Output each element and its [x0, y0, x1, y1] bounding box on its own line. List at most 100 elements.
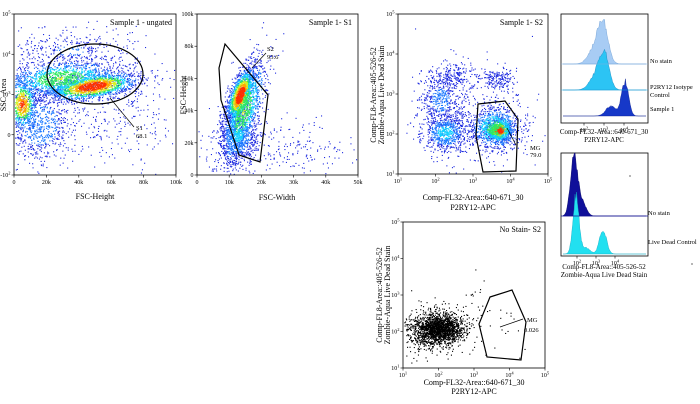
event-dot	[41, 122, 43, 124]
event-dot	[90, 47, 92, 49]
event-dot	[58, 112, 60, 114]
event-dot	[76, 57, 78, 59]
event-dot	[17, 124, 19, 126]
event-dot	[52, 97, 54, 99]
event-dot	[225, 101, 227, 103]
event-dot	[17, 106, 19, 108]
event-dot	[63, 94, 65, 96]
event-dot	[67, 131, 69, 133]
event-dot	[56, 60, 58, 62]
event-dot	[73, 103, 75, 105]
event-dot	[53, 74, 55, 76]
event-dot	[67, 72, 69, 74]
event-dot	[99, 78, 101, 80]
event-dot	[214, 161, 216, 163]
event-dot	[90, 123, 92, 125]
event-dot	[29, 131, 31, 133]
event-dot	[54, 127, 56, 129]
event-dot	[104, 56, 106, 58]
event-dot	[122, 68, 124, 70]
event-dot	[104, 78, 106, 80]
event-dot	[27, 107, 29, 109]
event-dot	[40, 126, 42, 128]
event-dot	[28, 98, 30, 100]
event-dot	[164, 98, 166, 100]
event-dot	[69, 80, 71, 82]
event-dot	[106, 89, 108, 91]
event-dot	[24, 116, 26, 118]
event-dot	[101, 51, 103, 53]
event-dot	[64, 64, 66, 66]
event-dot	[116, 138, 118, 140]
event-dot	[16, 123, 18, 125]
event-dot	[28, 111, 30, 113]
event-dot	[29, 94, 31, 96]
event-dot	[104, 74, 106, 76]
event-dot	[126, 74, 128, 76]
event-dot	[34, 133, 36, 135]
event-dot	[211, 170, 213, 172]
event-dot	[53, 86, 55, 88]
event-dot	[138, 73, 140, 75]
event-dot	[110, 77, 112, 79]
event-dot	[29, 95, 31, 97]
event-dot	[92, 81, 94, 83]
event-dot	[40, 149, 42, 151]
event-dot	[32, 116, 34, 118]
event-dot	[154, 130, 156, 132]
event-dot	[217, 106, 219, 108]
event-dot	[48, 112, 50, 114]
event-dot	[100, 136, 102, 138]
event-dot	[219, 121, 221, 123]
event-dot	[119, 74, 121, 76]
event-dot	[54, 97, 56, 99]
event-dot	[28, 113, 30, 115]
event-dot	[42, 99, 44, 101]
event-dot	[25, 73, 27, 75]
event-dot	[38, 83, 40, 85]
event-dot	[106, 130, 108, 132]
event-dot	[31, 93, 33, 95]
event-dot	[63, 68, 65, 70]
event-dot	[173, 79, 175, 81]
event-dot	[39, 142, 41, 144]
event-dot	[28, 72, 30, 74]
event-dot	[43, 130, 45, 132]
event-dot	[71, 95, 73, 97]
event-dot	[71, 48, 73, 50]
event-dot	[22, 102, 24, 104]
event-dot	[103, 130, 105, 132]
event-dot	[118, 82, 120, 84]
event-dot	[71, 73, 73, 75]
event-dot	[20, 99, 22, 101]
event-dot	[173, 97, 175, 99]
event-dot	[165, 119, 167, 121]
event-dot	[15, 106, 17, 108]
event-dot	[31, 33, 33, 35]
event-dot	[83, 67, 85, 69]
event-dot	[224, 96, 226, 98]
event-dot	[83, 95, 85, 97]
event-dot	[23, 111, 25, 113]
event-dot	[28, 94, 30, 96]
event-dot	[80, 57, 82, 59]
event-dot	[69, 82, 71, 84]
event-dot	[23, 114, 25, 116]
event-dot	[84, 88, 86, 90]
event-dot	[76, 85, 78, 87]
event-dot	[126, 86, 128, 88]
event-dot	[253, 47, 255, 49]
event-dot	[127, 33, 129, 35]
event-dot	[76, 73, 78, 75]
event-dot	[69, 79, 71, 81]
event-dot	[29, 104, 31, 106]
event-dot	[31, 142, 33, 144]
event-dot	[60, 48, 62, 50]
event-dot	[16, 102, 18, 104]
event-dot	[107, 78, 109, 80]
event-dot	[53, 108, 55, 110]
event-dot	[64, 38, 66, 40]
event-dot	[58, 81, 60, 83]
event-dot	[54, 96, 56, 98]
event-dot	[41, 109, 43, 111]
